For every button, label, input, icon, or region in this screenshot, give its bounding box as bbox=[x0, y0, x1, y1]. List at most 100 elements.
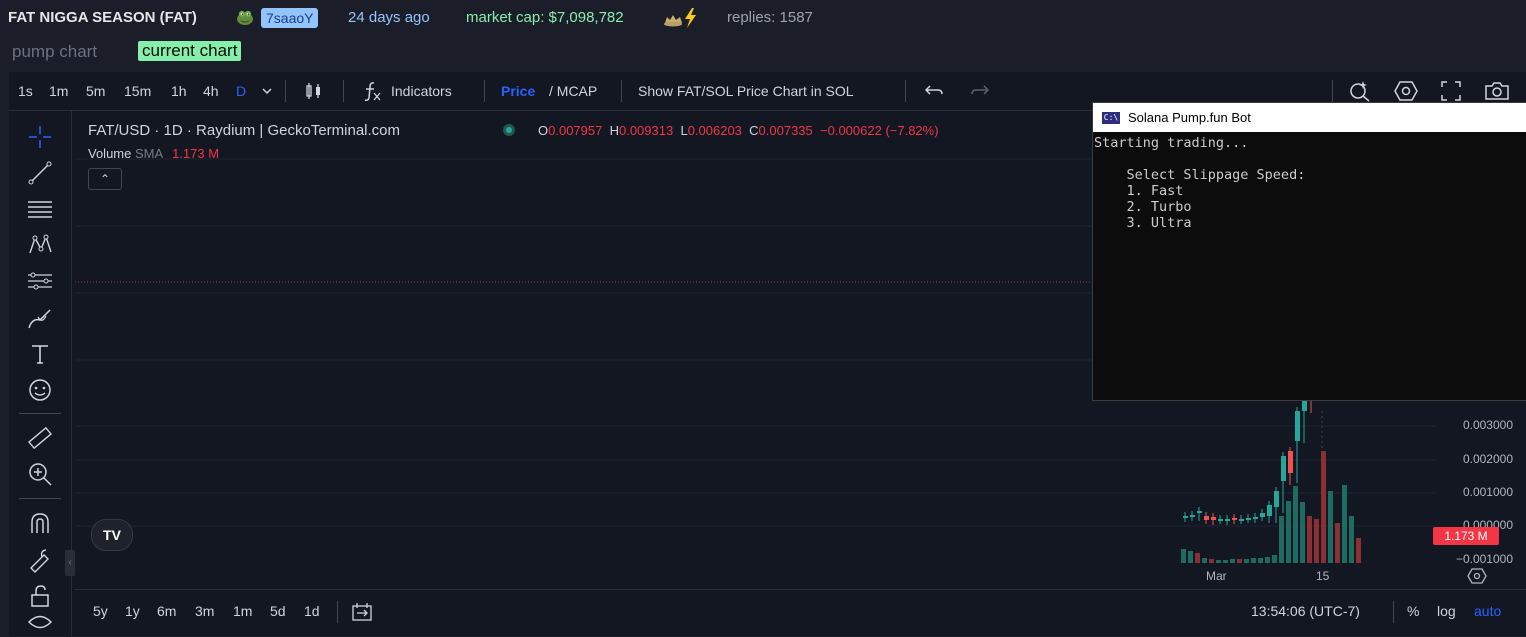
range-5y[interactable]: 5y bbox=[93, 603, 108, 619]
price-change: −0.000622 (−7.82%) bbox=[820, 123, 939, 138]
interval-D[interactable]: D bbox=[236, 83, 247, 99]
volume-bar bbox=[1202, 558, 1207, 563]
toolbar-divider bbox=[905, 80, 906, 102]
trendline-tool[interactable] bbox=[23, 159, 57, 187]
indicators-fx-icon[interactable] bbox=[361, 80, 383, 102]
fullscreen-icon[interactable] bbox=[1441, 81, 1461, 101]
candle-body bbox=[1190, 515, 1195, 517]
log-scale-toggle[interactable]: log bbox=[1437, 603, 1456, 619]
console-window[interactable]: C:\ Solana Pump.fun Bot Starting trading… bbox=[1092, 102, 1526, 401]
price-toggle[interactable]: Price bbox=[501, 83, 536, 99]
unlock-tool[interactable] bbox=[23, 582, 57, 610]
toolbar-divider bbox=[621, 80, 622, 102]
market-cap: market cap: $7,098,782 bbox=[466, 9, 624, 26]
range-6m[interactable]: 6m bbox=[157, 603, 177, 619]
console-output[interactable]: Starting trading... Select Slippage Spee… bbox=[1094, 135, 1306, 231]
candle-body bbox=[1225, 519, 1230, 521]
volume-bar bbox=[1321, 451, 1326, 563]
projection-icon bbox=[28, 272, 52, 290]
redo-icon[interactable] bbox=[970, 82, 990, 100]
tab-pump-chart[interactable]: pump chart bbox=[12, 42, 98, 61]
text-tool[interactable] bbox=[23, 340, 57, 368]
cmd-icon: C:\ bbox=[1102, 111, 1120, 124]
volume-bar bbox=[1265, 557, 1270, 563]
volume-bar bbox=[1251, 558, 1256, 563]
unlock-icon bbox=[31, 585, 49, 607]
eye-tool[interactable] bbox=[23, 611, 57, 633]
candle-body bbox=[1302, 391, 1307, 411]
volume-bar bbox=[1237, 559, 1242, 563]
toolbar-divider bbox=[484, 80, 485, 102]
symbol-legend: FAT/USD · 1D · Raydium | GeckoTerminal.c… bbox=[88, 122, 401, 139]
volume-bar bbox=[1335, 523, 1340, 563]
volume-bar bbox=[1314, 519, 1319, 563]
mcap-toggle[interactable]: / MCAP bbox=[549, 83, 598, 99]
crosshair-tool[interactable] bbox=[23, 123, 57, 151]
interval-1s[interactable]: 1s bbox=[18, 83, 33, 99]
volume-legend: Volume SMA 1.173 M bbox=[88, 146, 220, 161]
tool-divider bbox=[19, 413, 61, 414]
date-range-icon[interactable] bbox=[351, 602, 373, 622]
fib-icon bbox=[28, 201, 52, 218]
volume-bar bbox=[1293, 486, 1298, 563]
interval-15m[interactable]: 15m bbox=[124, 83, 152, 99]
coin-header: FAT NIGGA SEASON (FAT) 7saaoY 24 days ag… bbox=[0, 0, 1526, 36]
settings-gear-icon[interactable] bbox=[1394, 80, 1418, 102]
candle-body bbox=[1253, 517, 1258, 519]
candle-body bbox=[1232, 518, 1237, 520]
range-1y[interactable]: 1y bbox=[125, 603, 140, 619]
candle-body bbox=[1239, 519, 1244, 521]
lock-drawing-tool[interactable] bbox=[23, 546, 57, 574]
tradingview-logo[interactable]: TV bbox=[91, 519, 133, 551]
tab-current-chart[interactable]: current chart bbox=[138, 41, 242, 61]
emoji-tool[interactable] bbox=[23, 376, 57, 404]
candle-body bbox=[1246, 518, 1251, 520]
zoom-tool[interactable] bbox=[23, 460, 57, 488]
pattern-icon bbox=[29, 234, 52, 254]
axis-settings-icon[interactable] bbox=[1467, 568, 1487, 584]
screenshot-camera-icon[interactable] bbox=[1484, 80, 1510, 102]
indicators-button[interactable]: Indicators bbox=[391, 83, 452, 99]
interval-5m[interactable]: 5m bbox=[86, 83, 106, 99]
toolbar-collapse-handle[interactable]: ‹ bbox=[65, 550, 75, 576]
pattern-tool[interactable] bbox=[23, 231, 57, 259]
volume-bar bbox=[1300, 502, 1305, 563]
range-1d[interactable]: 1d bbox=[304, 603, 320, 619]
interval-4h[interactable]: 4h bbox=[203, 83, 219, 99]
console-titlebar[interactable]: C:\ Solana Pump.fun Bot bbox=[1093, 103, 1526, 132]
volume-bar bbox=[1328, 491, 1333, 563]
ruler-tool[interactable] bbox=[23, 424, 57, 452]
interval-1h[interactable]: 1h bbox=[171, 83, 187, 99]
creator-badge[interactable]: 7saaoY bbox=[261, 8, 319, 28]
undo-icon[interactable] bbox=[924, 82, 944, 100]
candles-icon[interactable] bbox=[304, 81, 324, 101]
interval-1m[interactable]: 1m bbox=[49, 83, 69, 99]
time-tick: Mar bbox=[1206, 569, 1227, 583]
clock-timezone[interactable]: 13:54:06 (UTC-7) bbox=[1251, 603, 1360, 619]
range-5d[interactable]: 5d bbox=[270, 603, 286, 619]
candle-body bbox=[1295, 411, 1300, 441]
projection-tool[interactable] bbox=[23, 267, 57, 295]
chevron-down-icon[interactable] bbox=[262, 87, 272, 95]
magnet-tool[interactable] bbox=[23, 509, 57, 537]
percent-scale-toggle[interactable]: % bbox=[1407, 603, 1420, 619]
volume-price-tag: 1.173 M bbox=[1433, 527, 1499, 545]
volume-bar bbox=[1244, 559, 1249, 563]
creator-avatar-icon bbox=[237, 10, 253, 25]
drawing-toolbar bbox=[9, 111, 72, 636]
show-sol-chart-button[interactable]: Show FAT/SOL Price Chart in SOL bbox=[638, 83, 854, 99]
quick-search-icon[interactable] bbox=[1348, 79, 1372, 103]
price-tick: 0.001000 bbox=[1462, 485, 1513, 499]
king-of-hill-icon bbox=[664, 8, 696, 28]
fib-tool[interactable] bbox=[23, 195, 57, 223]
time-tick: 15 bbox=[1316, 569, 1330, 583]
price-plot[interactable]: FAT/USD · 1D · Raydium | GeckoTerminal.c… bbox=[75, 111, 1435, 563]
time-axis[interactable]: Mar 15 bbox=[75, 563, 1487, 589]
brush-tool[interactable] bbox=[23, 304, 57, 332]
range-3m[interactable]: 3m bbox=[195, 603, 215, 619]
candle-body bbox=[1260, 513, 1265, 517]
legend-collapse-button[interactable]: ⌃ bbox=[88, 168, 122, 190]
auto-scale-toggle[interactable]: auto bbox=[1474, 603, 1502, 619]
volume-bar bbox=[1216, 560, 1221, 563]
range-1m[interactable]: 1m bbox=[233, 603, 253, 619]
